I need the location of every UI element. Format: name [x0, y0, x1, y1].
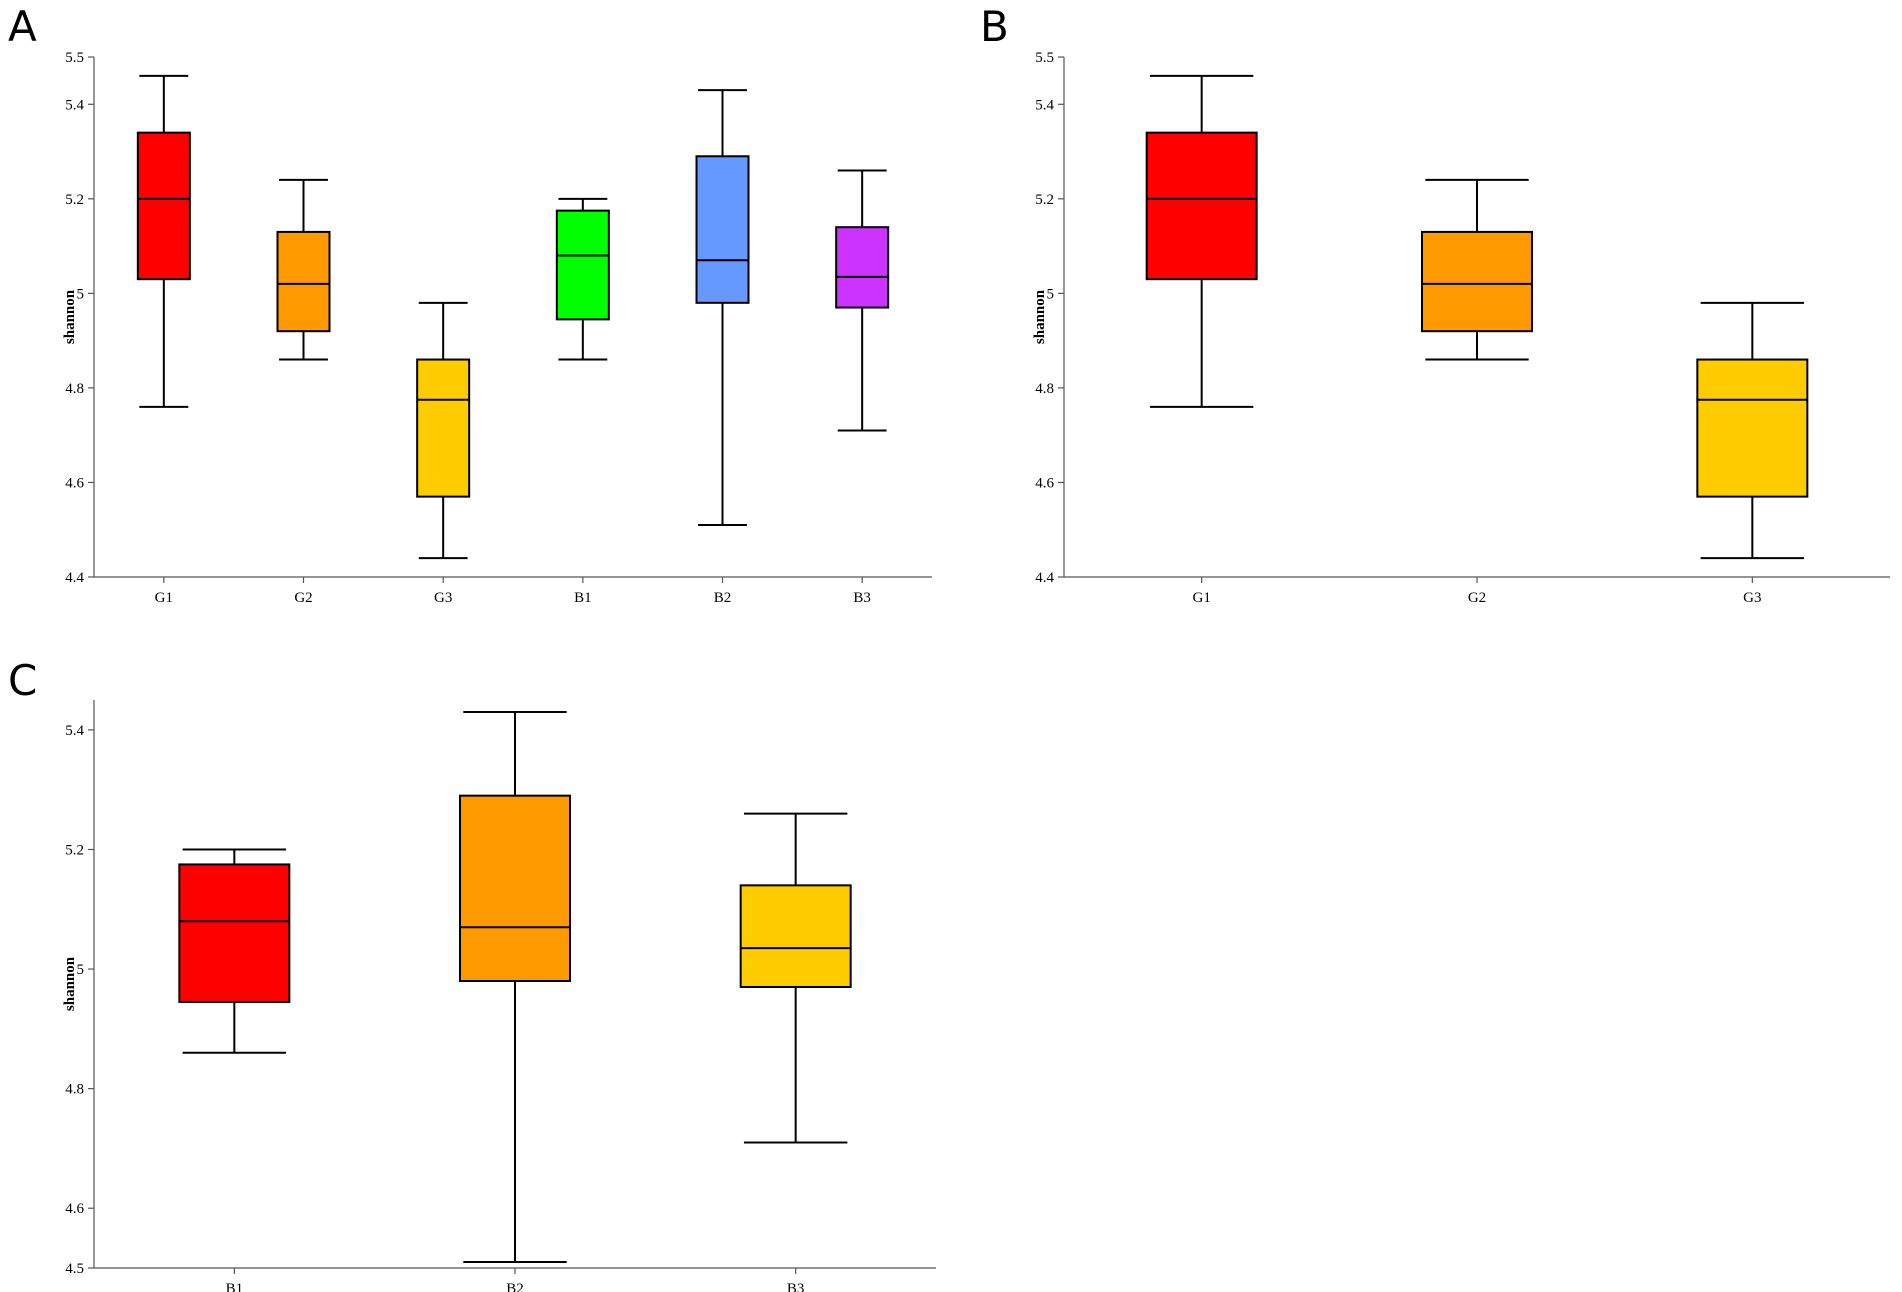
- x-tick-label-a-b3: B3: [853, 590, 871, 606]
- y-tick-label-c: 4.8: [65, 1082, 84, 1098]
- iqr-box: [555, 209, 610, 321]
- y-tick-label-c: 4.5: [65, 1261, 84, 1277]
- box-a-g3: [416, 301, 471, 560]
- panel-label-c: C: [8, 656, 38, 705]
- iqr-box: [739, 884, 852, 988]
- iqr-box: [178, 863, 291, 1003]
- x-tick-label-c-b2: B2: [506, 1281, 524, 1292]
- x-tick-label-b-g1: G1: [1192, 590, 1210, 606]
- box-b-g2: [1421, 178, 1533, 361]
- box-a-g2: [276, 178, 331, 361]
- y-tick-label-b: 5.4: [1035, 97, 1054, 113]
- y-axis-title-c: shannon: [62, 956, 78, 1011]
- x-tick-label-a-b1: B1: [574, 590, 592, 606]
- box-a-b2: [695, 89, 750, 526]
- box-c-b3: [739, 812, 852, 1144]
- y-axis-title-a: shannon: [62, 289, 78, 344]
- y-tick-label-a: 5: [77, 286, 85, 302]
- x-tick-label-b-g3: G3: [1743, 590, 1761, 606]
- y-tick-label-c: 5.2: [65, 842, 84, 858]
- y-tick-label-b: 5.5: [1035, 50, 1054, 66]
- iqr-box: [695, 155, 750, 304]
- box-a-b1: [555, 197, 610, 361]
- panel-label-b: B: [980, 2, 1009, 51]
- x-tick-label-a-g2: G2: [294, 590, 312, 606]
- y-tick-label-b: 4.6: [1035, 475, 1054, 491]
- y-tick-label-a: 4.4: [65, 570, 84, 586]
- iqr-box: [459, 794, 571, 983]
- box-a-g1: [136, 74, 191, 408]
- y-axis-title-b: shannon: [1032, 289, 1048, 344]
- y-tick-label-b: 4.4: [1035, 570, 1054, 586]
- x-tick-label-a-g3: G3: [434, 590, 452, 606]
- y-tick-label-b: 4.8: [1035, 381, 1054, 397]
- x-tick-label-c-b3: B3: [787, 1281, 805, 1292]
- y-tick-label-a: 5.2: [65, 192, 84, 208]
- y-tick-label-c: 5: [77, 962, 85, 978]
- y-tick-label-a: 4.6: [65, 475, 84, 491]
- boxplot-chart-b: 4.4 4.6 4.8 5 5.2 5.4 5.5 shannon G1 G2 G3: [1032, 50, 1890, 606]
- y-tick-label-a: 4.8: [65, 381, 84, 397]
- y-tick-label-b: 5.2: [1035, 192, 1054, 208]
- iqr-box: [1145, 131, 1258, 281]
- y-tick-label-a: 5.5: [65, 50, 84, 66]
- y-tick-label-c: 5.4: [65, 723, 84, 739]
- y-tick-label-a: 5.4: [65, 97, 84, 113]
- panel-label-a: A: [8, 2, 37, 51]
- boxplot-chart-a: 4.4 4.6 4.8 5 5.2 5.4 5.5 shannon G1 G2 G3 B1 B2 B3: [62, 50, 932, 606]
- iqr-box: [136, 131, 191, 281]
- y-tick-label-c: 4.6: [65, 1201, 84, 1217]
- x-tick-label-a-b2: B2: [714, 590, 732, 606]
- iqr-box: [1696, 358, 1809, 498]
- x-tick-label-b-g2: G2: [1468, 590, 1486, 606]
- x-tick-label-a-g1: G1: [155, 590, 173, 606]
- iqr-box: [416, 358, 471, 498]
- y-tick-label-b: 5: [1047, 286, 1055, 302]
- iqr-box: [1421, 230, 1533, 333]
- box-c-b2: [459, 710, 571, 1264]
- box-b-g3: [1696, 301, 1809, 560]
- box-a-b3: [835, 169, 890, 432]
- box-c-b1: [178, 848, 291, 1054]
- boxplot-chart-c: 4.5 4.6 4.8 5 5.2 5.4 shannon B1 B2 B3: [62, 700, 936, 1292]
- iqr-box: [276, 230, 331, 333]
- iqr-box: [835, 226, 890, 309]
- x-tick-label-c-b1: B1: [226, 1281, 244, 1292]
- box-b-g1: [1145, 74, 1258, 408]
